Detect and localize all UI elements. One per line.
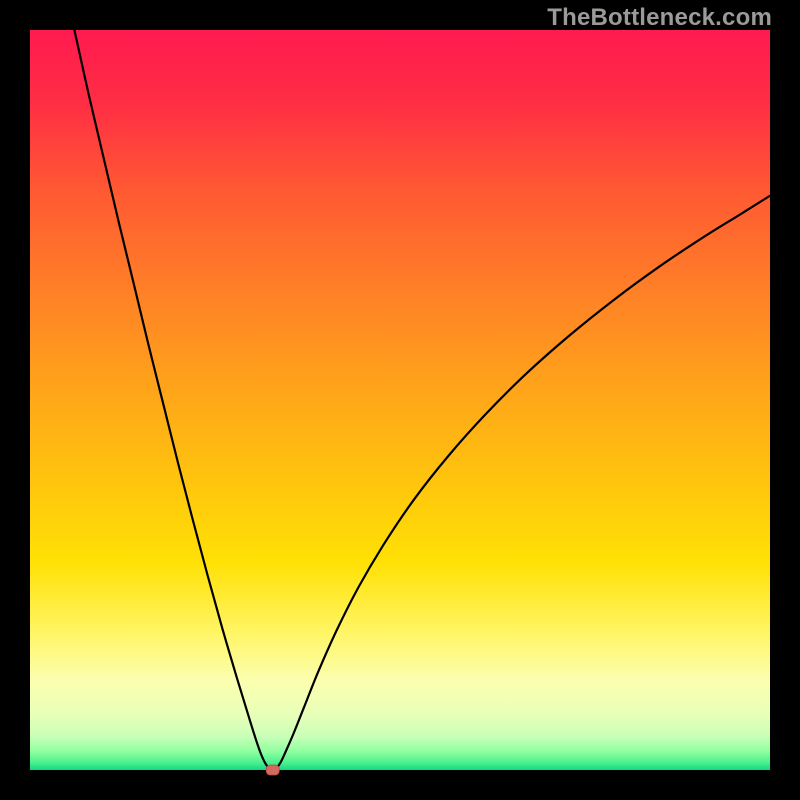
outer-frame: TheBottleneck.com: [0, 0, 800, 800]
optimal-point-marker: [266, 765, 279, 775]
watermark-text: TheBottleneck.com: [547, 4, 772, 32]
plot-background: [30, 30, 770, 770]
chart-svg: [0, 0, 800, 800]
